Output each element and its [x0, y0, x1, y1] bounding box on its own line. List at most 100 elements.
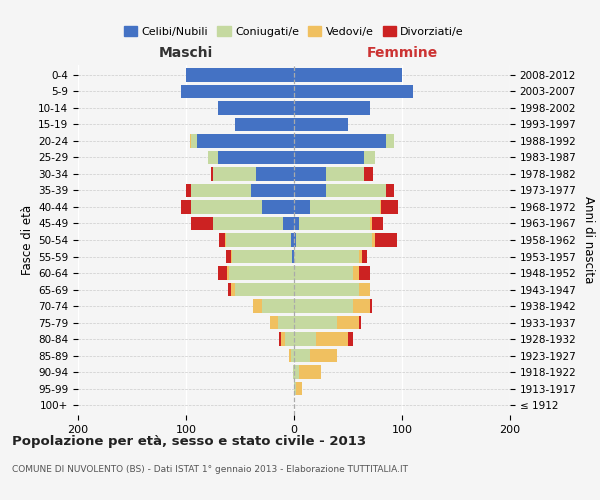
Bar [262, 300, 294, 313]
Bar [294, 250, 359, 264]
Bar [296, 233, 372, 247]
Bar [364, 150, 375, 164]
Bar [226, 233, 291, 247]
Bar [186, 184, 191, 197]
Bar [359, 250, 362, 264]
Bar [294, 134, 386, 147]
Bar [299, 366, 321, 379]
Bar [294, 266, 353, 280]
Bar [270, 316, 278, 330]
Bar [251, 184, 294, 197]
Bar [211, 167, 213, 180]
Bar [294, 84, 413, 98]
Bar [294, 184, 326, 197]
Bar [359, 266, 370, 280]
Bar [299, 216, 370, 230]
Bar [181, 200, 191, 214]
Bar [191, 184, 251, 197]
Bar [370, 300, 372, 313]
Bar [218, 266, 227, 280]
Bar [359, 283, 370, 296]
Text: Femmine: Femmine [367, 46, 437, 60]
Bar [386, 134, 394, 147]
Bar [235, 283, 294, 296]
Bar [326, 167, 364, 180]
Bar [353, 300, 370, 313]
Y-axis label: Fasce di età: Fasce di età [21, 205, 34, 275]
Bar [213, 216, 283, 230]
Bar [218, 101, 294, 114]
Bar [370, 216, 372, 230]
Bar [190, 134, 191, 147]
Bar [337, 316, 359, 330]
Bar [229, 266, 294, 280]
Bar [294, 332, 316, 346]
Bar [294, 283, 359, 296]
Bar [292, 250, 294, 264]
Bar [386, 184, 394, 197]
Bar [316, 332, 348, 346]
Bar [294, 233, 296, 247]
Bar [208, 150, 218, 164]
Bar [294, 366, 299, 379]
Bar [218, 150, 294, 164]
Bar [294, 167, 326, 180]
Bar [253, 300, 262, 313]
Bar [191, 200, 262, 214]
Bar [382, 200, 398, 214]
Bar [353, 266, 359, 280]
Bar [380, 200, 382, 214]
Bar [294, 216, 299, 230]
Bar [364, 167, 373, 180]
Bar [232, 250, 292, 264]
Bar [181, 84, 294, 98]
Bar [278, 316, 294, 330]
Bar [197, 134, 294, 147]
Bar [256, 167, 294, 180]
Bar [289, 349, 291, 362]
Bar [294, 68, 402, 82]
Legend: Celibi/Nubili, Coniugati/e, Vedovi/e, Divorziati/e: Celibi/Nubili, Coniugati/e, Vedovi/e, Di… [119, 22, 469, 41]
Bar [294, 150, 364, 164]
Text: Popolazione per età, sesso e stato civile - 2013: Popolazione per età, sesso e stato civil… [12, 435, 366, 448]
Bar [220, 233, 225, 247]
Bar [286, 332, 294, 346]
Bar [294, 316, 337, 330]
Bar [279, 332, 281, 346]
Bar [372, 216, 383, 230]
Bar [225, 233, 226, 247]
Bar [186, 68, 294, 82]
Bar [283, 216, 294, 230]
Bar [262, 200, 294, 214]
Bar [227, 266, 229, 280]
Bar [281, 332, 286, 346]
Bar [235, 118, 294, 131]
Bar [348, 332, 353, 346]
Bar [228, 283, 232, 296]
Bar [191, 134, 197, 147]
Bar [291, 233, 294, 247]
Bar [375, 233, 397, 247]
Bar [213, 167, 256, 180]
Bar [326, 184, 386, 197]
Bar [372, 233, 375, 247]
Text: COMUNE DI NUVOLENTO (BS) - Dati ISTAT 1° gennaio 2013 - Elaborazione TUTTITALIA.: COMUNE DI NUVOLENTO (BS) - Dati ISTAT 1°… [12, 465, 408, 474]
Bar [226, 250, 232, 264]
Bar [310, 349, 337, 362]
Bar [310, 200, 380, 214]
Bar [294, 118, 348, 131]
Bar [294, 200, 310, 214]
Bar [362, 250, 367, 264]
Bar [294, 382, 296, 396]
Bar [291, 349, 294, 362]
Bar [232, 283, 235, 296]
Y-axis label: Anni di nascita: Anni di nascita [582, 196, 595, 284]
Bar [359, 316, 361, 330]
Bar [296, 382, 302, 396]
Bar [191, 216, 213, 230]
Text: Maschi: Maschi [159, 46, 213, 60]
Bar [293, 366, 294, 379]
Bar [294, 349, 310, 362]
Bar [294, 300, 353, 313]
Bar [294, 101, 370, 114]
